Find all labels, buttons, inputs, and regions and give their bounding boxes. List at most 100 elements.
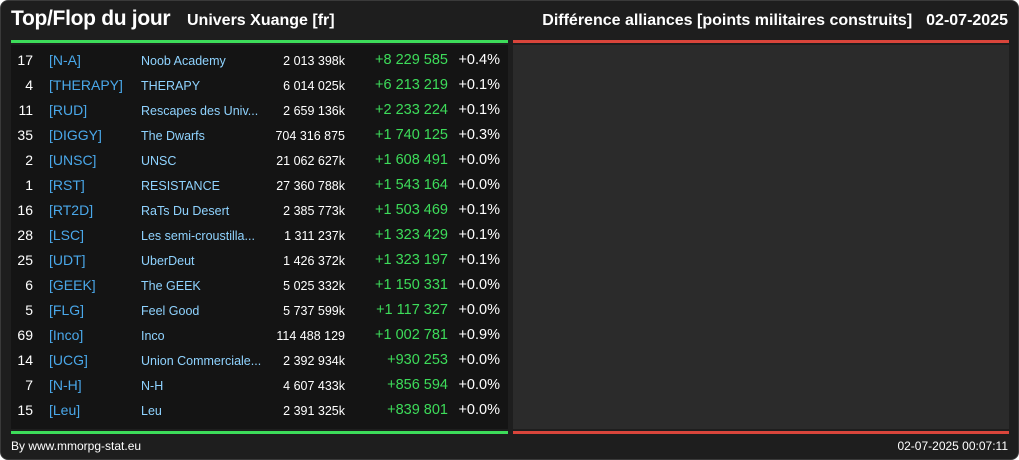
footer-source[interactable]: By www.mmorpg-stat.eu [11, 439, 142, 453]
rank-cell: 5 [25, 302, 33, 318]
percent-cell: +0.1% [458, 77, 500, 93]
percent-cell: +0.0% [458, 302, 500, 318]
page-title: Top/Flop du jour [11, 7, 171, 30]
alliance-name-link[interactable]: Leu [141, 404, 162, 418]
points-cell: 2 385 773k [283, 204, 345, 218]
alliance-name-link[interactable]: UberDeut [141, 254, 195, 268]
table-row: 17 [N-A] Noob Academy 2 013 398k +8 229 585 +… [11, 48, 508, 73]
table-row: 6 [GEEK] The GEEK 5 025 332k +1 150 331 +0.0% [11, 273, 508, 298]
percent-cell: +0.0% [458, 152, 500, 168]
points-cell: 704 316 875 [275, 129, 345, 143]
alliance-tag-link[interactable]: [Inco] [49, 327, 84, 343]
points-cell: 27 360 788k [276, 179, 345, 193]
difference-cell: +1 150 331 [375, 277, 448, 293]
alliance-name-link[interactable]: RaTs Du Desert [141, 204, 230, 218]
top-divider-green [11, 40, 508, 43]
percent-cell: +0.0% [458, 277, 500, 293]
top-divider-red [513, 40, 1009, 43]
alliance-tag-link[interactable]: [DIGGY] [49, 127, 102, 143]
alliance-tag-link[interactable]: [Leu] [49, 402, 81, 418]
percent-cell: +0.1% [458, 227, 500, 243]
rank-cell: 7 [25, 377, 33, 393]
footer-timestamp: 02-07-2025 00:07:11 [897, 439, 1008, 453]
rank-cell: 11 [18, 102, 33, 118]
alliance-name-link[interactable]: Rescapes des Univ... [141, 104, 259, 118]
rank-cell: 1 [25, 177, 33, 193]
percent-cell: +0.1% [458, 252, 500, 268]
table-row: 16 [RT2D] RaTs Du Desert 2 385 773k +1 503 4… [11, 198, 508, 223]
points-cell: 1 426 372k [283, 254, 345, 268]
difference-cell: +1 608 491 [375, 152, 448, 168]
percent-cell: +0.0% [458, 177, 500, 193]
rank-cell: 6 [25, 277, 33, 293]
alliance-tag-link[interactable]: [GEEK] [49, 277, 96, 293]
alliance-tag-link[interactable]: [RUD] [49, 102, 88, 118]
points-cell: 114 488 129 [276, 329, 345, 343]
alliance-name-link[interactable]: Union Commerciale... [141, 354, 262, 368]
rank-cell: 14 [17, 352, 33, 368]
percent-cell: +0.4% [458, 52, 500, 68]
difference-cell: +8 229 585 [375, 52, 448, 68]
alliance-name-link[interactable]: Inco [141, 329, 165, 343]
percent-cell: +0.0% [458, 402, 500, 418]
alliance-name-link[interactable]: Noob Academy [141, 54, 226, 68]
percent-cell: +0.0% [458, 377, 500, 393]
table-row: 5 [FLG] Feel Good 5 737 599k +1 117 327 +0.0% [11, 298, 508, 323]
alliance-tag-link[interactable]: [RT2D] [49, 202, 94, 218]
alliance-name-link[interactable]: RESISTANCE [141, 179, 220, 193]
rank-cell: 35 [17, 127, 33, 143]
alliance-name-link[interactable]: Feel Good [141, 304, 200, 318]
alliance-tag-link[interactable]: [LSC] [49, 227, 85, 243]
difference-cell: +930 253 [387, 352, 448, 368]
difference-cell: +1 740 125 [375, 127, 448, 143]
rank-cell: 17 [17, 52, 33, 68]
bottom-divider-green [11, 431, 508, 434]
subtitle: Différence alliances [points militaires … [542, 12, 913, 29]
rank-cell: 15 [17, 402, 33, 418]
table-row: 14 [UCG] Union Commerciale... 2 392 934k +93… [11, 348, 508, 373]
alliance-name-link[interactable]: The GEEK [141, 279, 201, 293]
percent-cell: +0.1% [458, 202, 500, 218]
table-row: 28 [LSC] Les semi-croustilla... 1 311 237k +… [11, 223, 508, 248]
difference-cell: +2 233 224 [375, 102, 448, 118]
points-cell: 6 014 025k [283, 79, 345, 93]
rank-cell: 28 [17, 227, 33, 243]
header-date: 02-07-2025 [926, 12, 1008, 29]
top-gainers-panel: 17 [N-A] Noob Academy 2 013 398k +8 229 585 +… [11, 45, 508, 429]
difference-cell: +6 213 219 [375, 77, 448, 93]
points-cell: 2 013 398k [283, 54, 345, 68]
difference-cell: +1 503 469 [375, 202, 448, 218]
alliance-tag-link[interactable]: [UCG] [49, 352, 88, 368]
rank-cell: 16 [17, 202, 33, 218]
points-cell: 4 607 433k [283, 379, 345, 393]
points-cell: 21 062 627k [276, 154, 345, 168]
alliance-name-link[interactable]: Les semi-croustilla... [141, 229, 255, 243]
alliance-name-link[interactable]: THERAPY [141, 79, 201, 93]
table-row: 1 [RST] RESISTANCE 27 360 788k +1 543 164 +0.… [11, 173, 508, 198]
alliance-name-link[interactable]: N-H [141, 379, 164, 393]
table-row: 7 [N-H] N-H 4 607 433k +856 594 +0.0% [11, 373, 508, 398]
table-row: 69 [Inco] Inco 114 488 129 +1 002 781 +0.9% [11, 323, 508, 348]
rank-cell: 4 [25, 77, 33, 93]
difference-cell: +856 594 [387, 377, 448, 393]
alliance-name-link[interactable]: UNSC [141, 154, 177, 168]
difference-cell: +1 543 164 [375, 177, 448, 193]
points-cell: 2 392 934k [283, 354, 345, 368]
alliance-tag-link[interactable]: [UDT] [49, 252, 86, 268]
difference-cell: +839 801 [387, 402, 448, 418]
alliance-tag-link[interactable]: [UNSC] [49, 152, 97, 168]
alliance-tag-link[interactable]: [RST] [49, 177, 85, 193]
table-row: 35 [DIGGY] The Dwarfs 704 316 875 +1 740 125… [11, 123, 508, 148]
alliance-tag-link[interactable]: [FLG] [49, 302, 85, 318]
difference-cell: +1 323 429 [375, 227, 448, 243]
alliance-tag-link[interactable]: [N-H] [49, 377, 82, 393]
points-cell: 2 391 325k [283, 404, 345, 418]
alliance-name-link[interactable]: The Dwarfs [141, 129, 205, 143]
percent-cell: +0.3% [458, 127, 500, 143]
percent-cell: +0.1% [458, 102, 500, 118]
top-losers-panel [513, 45, 1009, 429]
percent-cell: +0.0% [458, 352, 500, 368]
alliance-tag-link[interactable]: [THERAPY] [49, 77, 123, 93]
alliance-tag-link[interactable]: [N-A] [49, 52, 81, 68]
